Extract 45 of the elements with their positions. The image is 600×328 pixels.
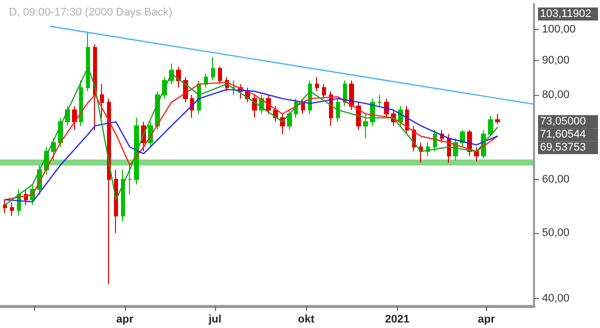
candlestick (72, 106, 77, 130)
candlestick (100, 84, 104, 118)
candlestick (79, 80, 83, 126)
candlestick (121, 169, 125, 222)
x-tick-label: okt (298, 314, 315, 326)
candlestick (474, 146, 479, 162)
candlestick (495, 113, 500, 124)
candlestick (3, 199, 7, 214)
candlestick (460, 129, 465, 148)
chart-title: D, 09:00-17:30 (2000 Days Back) (9, 6, 172, 18)
candlestick (51, 138, 56, 161)
candlestick (10, 202, 14, 216)
candlestick (363, 113, 368, 139)
candlestick (128, 164, 132, 195)
candlestick (315, 76, 319, 92)
text: 103,11902 (540, 8, 592, 20)
candlestick (93, 44, 97, 130)
y-tick-label: 100,00 (542, 23, 576, 36)
candlestick (190, 94, 194, 118)
text: 69,53753 (540, 142, 586, 154)
x-tick-label: jul (208, 314, 222, 326)
candlestick (433, 129, 437, 152)
candlestick (218, 66, 222, 85)
candlestick (86, 32, 90, 92)
candlestick (322, 84, 326, 100)
candlestick (336, 98, 340, 122)
x-tick-label: apr (116, 314, 134, 326)
text: 73,05000 (540, 116, 586, 128)
y-tick-label: 80,00 (542, 88, 570, 101)
candlestick (488, 115, 493, 137)
y-tick-label: 50,00 (542, 226, 570, 239)
candlestick (287, 109, 292, 130)
y-tick-label: 90,00 (542, 54, 570, 66)
candlestick (114, 169, 118, 234)
x-tick-label: apr (478, 314, 496, 326)
candlestick (301, 98, 305, 114)
candlestick (211, 56, 215, 82)
candlestick (232, 80, 236, 96)
text: 71,60544 (540, 128, 586, 141)
candlestick (377, 94, 382, 107)
candlestick (384, 98, 389, 118)
y-tick-label: 60,00 (542, 173, 570, 186)
x-tick-label: 2021 (385, 314, 410, 326)
y-tick-label: 40,00 (542, 292, 570, 305)
candlestick (107, 98, 111, 285)
